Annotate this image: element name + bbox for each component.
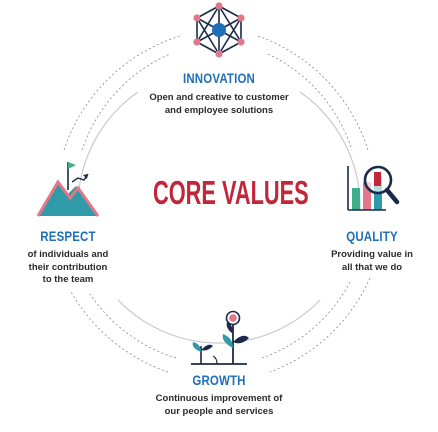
quality-description-line2: all that we do: [341, 261, 403, 273]
network-hexagon-icon: [193, 2, 245, 58]
center-title: CORE VALUES: [153, 174, 309, 211]
ring-inner-arc-top-right: [267, 53, 353, 151]
magnifier-chart-icon: [347, 165, 400, 211]
ring-inner-arc-right-bottom: [261, 281, 351, 359]
growth-description-line2: our people and services: [164, 405, 274, 417]
ring-inner-arc-left-top: [81, 53, 171, 151]
quality-description: Providing value in all that we do: [312, 249, 432, 274]
respect-description-line1: of individuals and: [27, 249, 109, 260]
respect-description: of individuals and their contribution to…: [8, 249, 128, 287]
growth-description-line1: Continuous improvement of: [155, 393, 283, 404]
respect-description-line3: to the team: [42, 274, 94, 285]
respect-description-line2: their contribution: [28, 261, 108, 273]
innovation-description-line2: and employee solutions: [164, 104, 274, 116]
ring-solid-arc-bottom: [117, 299, 321, 344]
ring-outer-arc-right-bottom: [269, 277, 371, 373]
ring-outer-arc-top-right: [257, 35, 369, 151]
sprouting-plants-icon: [191, 310, 249, 365]
respect-title: RESPECT: [40, 228, 96, 244]
quality-description-line1: Providing value in: [331, 249, 413, 260]
innovation-description: Open and creative to customer and employ…: [134, 92, 304, 117]
innovation-description-line1: Open and creative to customer: [149, 92, 289, 103]
growth-title: GROWTH: [192, 372, 246, 388]
ring-outer-arc-bottom-left: [69, 289, 169, 373]
growth-description: Continuous improvement of our people and…: [134, 393, 304, 418]
quality-title: QUALITY: [346, 228, 398, 244]
mountain-flag-icon: [36, 162, 100, 217]
ring-inner-arc-bottom-left: [89, 293, 177, 359]
innovation-title: INNOVATION: [182, 70, 256, 86]
